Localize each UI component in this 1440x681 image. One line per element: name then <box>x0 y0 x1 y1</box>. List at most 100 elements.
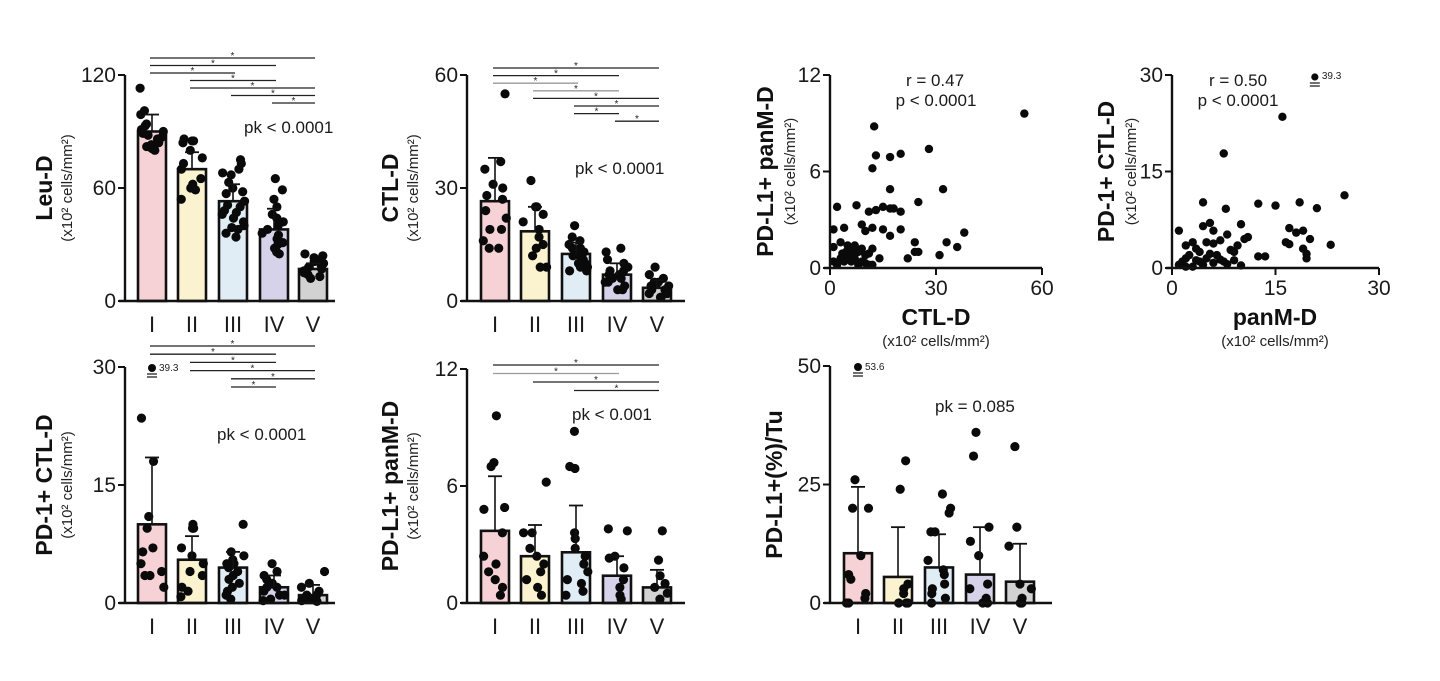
significance-star: * <box>292 96 296 107</box>
scatter-point <box>868 244 877 253</box>
data-point <box>565 266 575 276</box>
significance-star: * <box>231 74 235 85</box>
data-point <box>650 582 660 593</box>
data-point <box>863 503 874 513</box>
x-tick-label: II <box>186 614 198 639</box>
scatter-point <box>938 184 948 194</box>
x-tick-label: I <box>492 614 498 639</box>
significance-star: * <box>574 358 578 369</box>
x-tick-label: I <box>149 312 155 337</box>
data-point <box>534 232 544 242</box>
scatter-point <box>910 238 919 247</box>
y-axis-unit: (x10² cells/mm²) <box>405 432 422 540</box>
data-point <box>541 477 551 487</box>
scatter-point <box>857 244 866 253</box>
outlier-point <box>1311 73 1319 81</box>
y-tick-label: 0 <box>809 257 821 280</box>
data-point <box>518 217 528 227</box>
data-point <box>176 543 187 553</box>
data-point <box>644 288 654 299</box>
data-point <box>536 567 546 577</box>
scatter-point <box>832 202 842 212</box>
data-point <box>618 575 629 585</box>
y-axis-label: PD-1+ CTL-D <box>1093 101 1119 242</box>
y-axis-unit: (x10² cells/mm²) <box>59 431 76 539</box>
data-point <box>622 526 632 536</box>
significance-star: * <box>534 76 538 87</box>
data-point <box>272 566 282 577</box>
data-point <box>490 575 500 585</box>
scatter-point <box>1191 256 1201 265</box>
data-point <box>531 243 541 253</box>
significance-star: * <box>574 84 578 95</box>
scatter-point <box>942 238 951 247</box>
data-point <box>656 292 666 302</box>
scatter-point <box>1223 230 1232 239</box>
data-point <box>188 136 199 146</box>
scatter-point <box>1219 149 1228 158</box>
data-point <box>619 563 629 573</box>
outlier-value-label: 39.3 <box>1322 71 1342 82</box>
data-point <box>136 109 146 120</box>
data-point <box>497 582 508 593</box>
data-point <box>266 594 276 604</box>
data-point <box>1010 441 1020 452</box>
y-axis-unit: (x10² cells/mm²) <box>1123 118 1140 226</box>
data-point <box>136 413 147 423</box>
scatter-point <box>836 238 845 247</box>
data-point <box>613 285 623 295</box>
scatter-point <box>1202 238 1211 247</box>
y-axis-label: PD-L1+ panM-D <box>377 401 403 572</box>
data-point <box>300 249 310 259</box>
kruskal-p-annotation: pk < 0.001 <box>572 405 652 424</box>
y-axis-unit: (x10² cells/mm²) <box>405 134 422 242</box>
data-point <box>940 593 951 603</box>
data-point <box>604 553 614 563</box>
data-point <box>582 266 592 276</box>
scatter-point <box>1254 199 1263 208</box>
significance-star: * <box>252 380 256 391</box>
data-point <box>860 593 870 603</box>
scatter-point <box>1260 252 1270 261</box>
x-tick-label: 30 <box>1367 277 1390 300</box>
x-axis-label: panM-D <box>1233 304 1317 330</box>
data-point <box>660 578 670 589</box>
correlation-p-label: p < 0.0001 <box>1198 91 1279 110</box>
scatter-point <box>839 257 849 266</box>
x-tick-label: I <box>855 614 861 639</box>
scatter-point <box>829 242 838 252</box>
kruskal-p-annotation: pk < 0.0001 <box>575 159 664 178</box>
significance-star: * <box>615 384 619 395</box>
data-point <box>501 213 511 223</box>
data-point <box>1004 541 1014 551</box>
data-point <box>491 411 501 421</box>
data-point <box>178 138 188 148</box>
data-point <box>273 221 283 231</box>
scatter-point <box>896 149 905 159</box>
x-tick-label: V <box>650 312 665 337</box>
significance-star: * <box>231 51 235 62</box>
scatter-point <box>1278 112 1287 122</box>
data-point <box>143 130 153 140</box>
data-point <box>197 153 207 163</box>
data-point <box>270 173 280 184</box>
x-tick-label: II <box>892 614 904 639</box>
x-tick-label: 15 <box>1264 277 1287 300</box>
y-tick-label: 0 <box>104 290 116 313</box>
data-point <box>218 168 228 178</box>
data-point <box>176 194 186 204</box>
significance-star: * <box>211 59 215 70</box>
data-point <box>601 247 611 257</box>
data-point <box>580 551 590 561</box>
data-point <box>496 157 506 167</box>
scatter-point <box>829 225 838 234</box>
data-point <box>562 575 572 585</box>
data-point <box>480 164 490 174</box>
x-tick-label: IV <box>264 312 285 337</box>
data-point <box>615 582 625 593</box>
y-tick-label: 30 <box>435 177 458 200</box>
x-tick-label: II <box>186 312 198 337</box>
significance-star: * <box>271 89 275 100</box>
data-point <box>561 590 571 600</box>
